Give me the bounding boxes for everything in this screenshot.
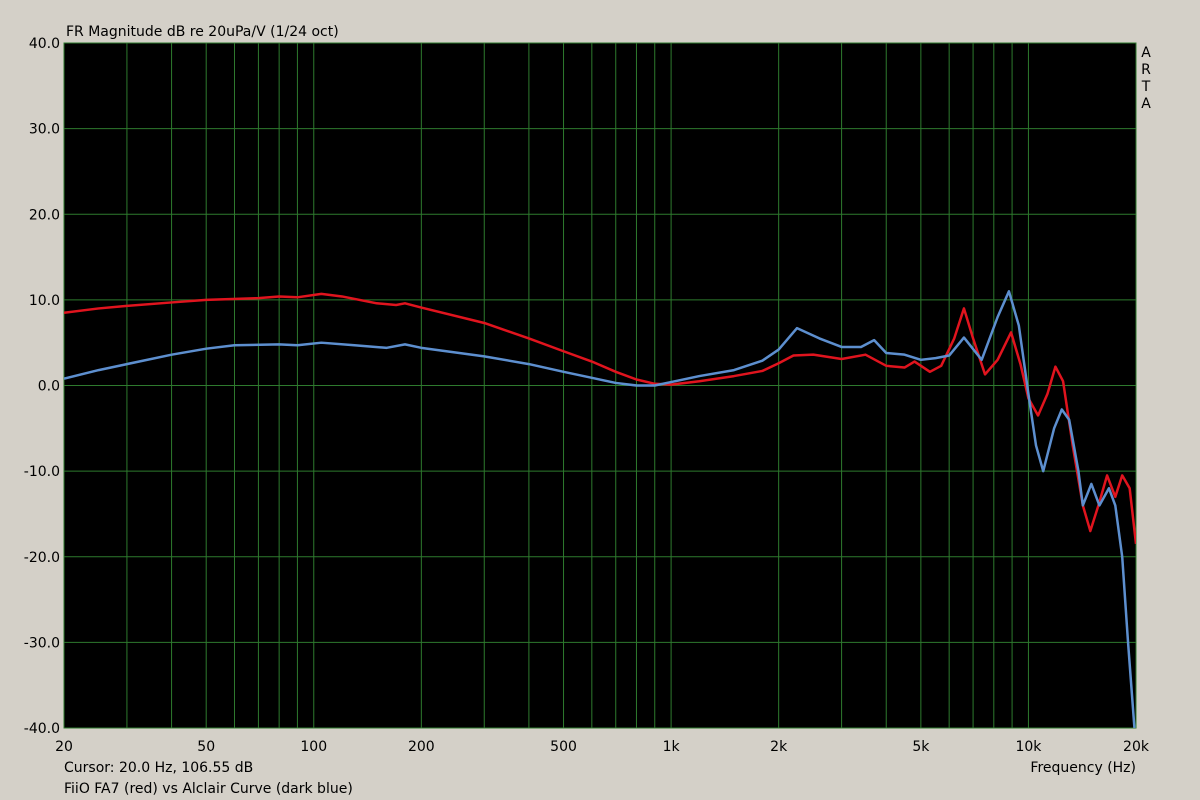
- x-tick-label: 20k: [1123, 739, 1150, 755]
- x-axis-label: Frequency (Hz): [1030, 760, 1136, 776]
- y-tick-label: 40.0: [29, 36, 60, 52]
- x-tick-label: 50: [197, 739, 215, 755]
- x-tick-label: 5k: [912, 739, 930, 755]
- x-tick-label: 2k: [770, 739, 788, 755]
- x-tick-label: 100: [300, 739, 327, 755]
- x-tick-label: 10k: [1015, 739, 1042, 755]
- x-tick-label: 500: [550, 739, 577, 755]
- x-tick-label: 1k: [663, 739, 681, 755]
- y-tick-label: -10.0: [24, 464, 60, 480]
- series-line: [64, 292, 1136, 545]
- y-tick-label: 20.0: [29, 207, 60, 223]
- y-tick-label: 0.0: [38, 379, 60, 395]
- chart-title: FR Magnitude dB re 20uPa/V (1/24 oct): [66, 24, 339, 40]
- y-tick-label: -40.0: [24, 721, 60, 737]
- cursor-readout: Cursor: 20.0 Hz, 106.55 dB: [64, 760, 253, 776]
- y-tick-label: -20.0: [24, 550, 60, 566]
- y-tick-label: 30.0: [29, 122, 60, 138]
- caption: FiiO FA7 (red) vs Alclair Curve (dark bl…: [64, 781, 353, 797]
- y-tick-label: 10.0: [29, 293, 60, 309]
- series-group: [64, 290, 1136, 728]
- series-line: [64, 290, 1136, 728]
- x-tick-label: 200: [408, 739, 435, 755]
- watermark: ARTA: [1138, 45, 1154, 113]
- plot-border: [63, 42, 1137, 729]
- x-tick-label: 20: [55, 739, 73, 755]
- y-tick-label: -30.0: [24, 635, 60, 651]
